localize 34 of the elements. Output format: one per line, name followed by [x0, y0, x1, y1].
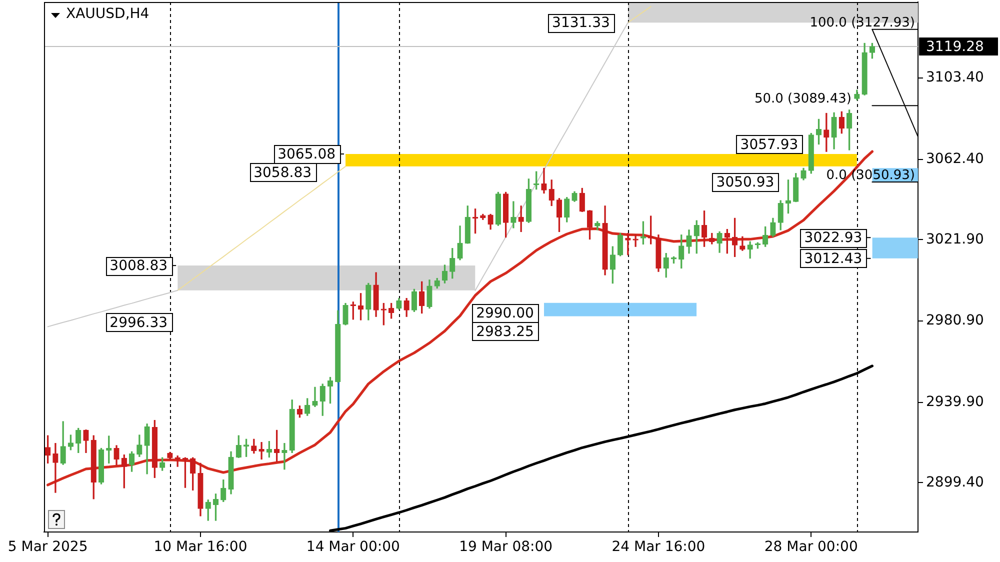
annotation: 3022.93	[804, 230, 862, 246]
annotation: 3057.93	[740, 136, 798, 153]
x-tick-label: 14 Mar 00:00	[306, 539, 400, 556]
candlestick	[518, 206, 524, 232]
chart-title: XAUUSD,H4	[66, 6, 150, 23]
y-tick-label: 2899.40	[926, 474, 984, 490]
annotation: 3050.93	[716, 174, 774, 191]
y-tick-label: 3103.40	[926, 70, 984, 86]
x-tick-label: 5 Mar 2025	[8, 539, 88, 556]
candlestick	[632, 234, 638, 247]
y-tick-label: 2980.90	[926, 312, 984, 329]
x-tick-label: 19 Mar 08:00	[459, 539, 553, 556]
annotation: 3008.83	[110, 258, 168, 274]
candlestick	[312, 386, 318, 407]
annotation: 3065.08	[278, 146, 336, 163]
candlestick	[282, 443, 288, 470]
ref-line-label: 3119.28	[926, 39, 984, 56]
annotation: 3058.83	[254, 165, 312, 182]
x-tick-label: 28 Mar 00:00	[764, 539, 858, 556]
candlestick	[52, 443, 58, 493]
annotation: 2996.33	[110, 314, 168, 331]
candlestick	[510, 201, 516, 228]
series-label: 100.0 (3127.93)	[810, 15, 915, 30]
y-tick-label: 3021.90	[926, 231, 984, 248]
annotation: 2983.25	[476, 324, 534, 340]
annotation: 2990.00	[476, 306, 534, 322]
y-tick-label: 3062.40	[926, 150, 984, 167]
annotation: 3131.33	[552, 15, 610, 32]
legend-label: 0.0 (3050.93)	[826, 168, 915, 184]
series-label: 50.0 (3089.43)	[754, 92, 852, 107]
y-tick-label: 2939.90	[926, 394, 984, 410]
annotation: 3012.43	[804, 251, 862, 268]
x-tick-label: 24 Mar 16:00	[612, 539, 706, 556]
x-tick-label: 10 Mar 16:00	[154, 539, 248, 556]
